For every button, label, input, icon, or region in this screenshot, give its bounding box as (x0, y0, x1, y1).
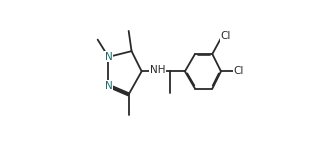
Text: N: N (105, 52, 113, 62)
Text: Cl: Cl (220, 31, 231, 41)
Text: N: N (105, 81, 113, 91)
Text: Cl: Cl (233, 66, 244, 76)
Text: NH: NH (150, 65, 165, 75)
